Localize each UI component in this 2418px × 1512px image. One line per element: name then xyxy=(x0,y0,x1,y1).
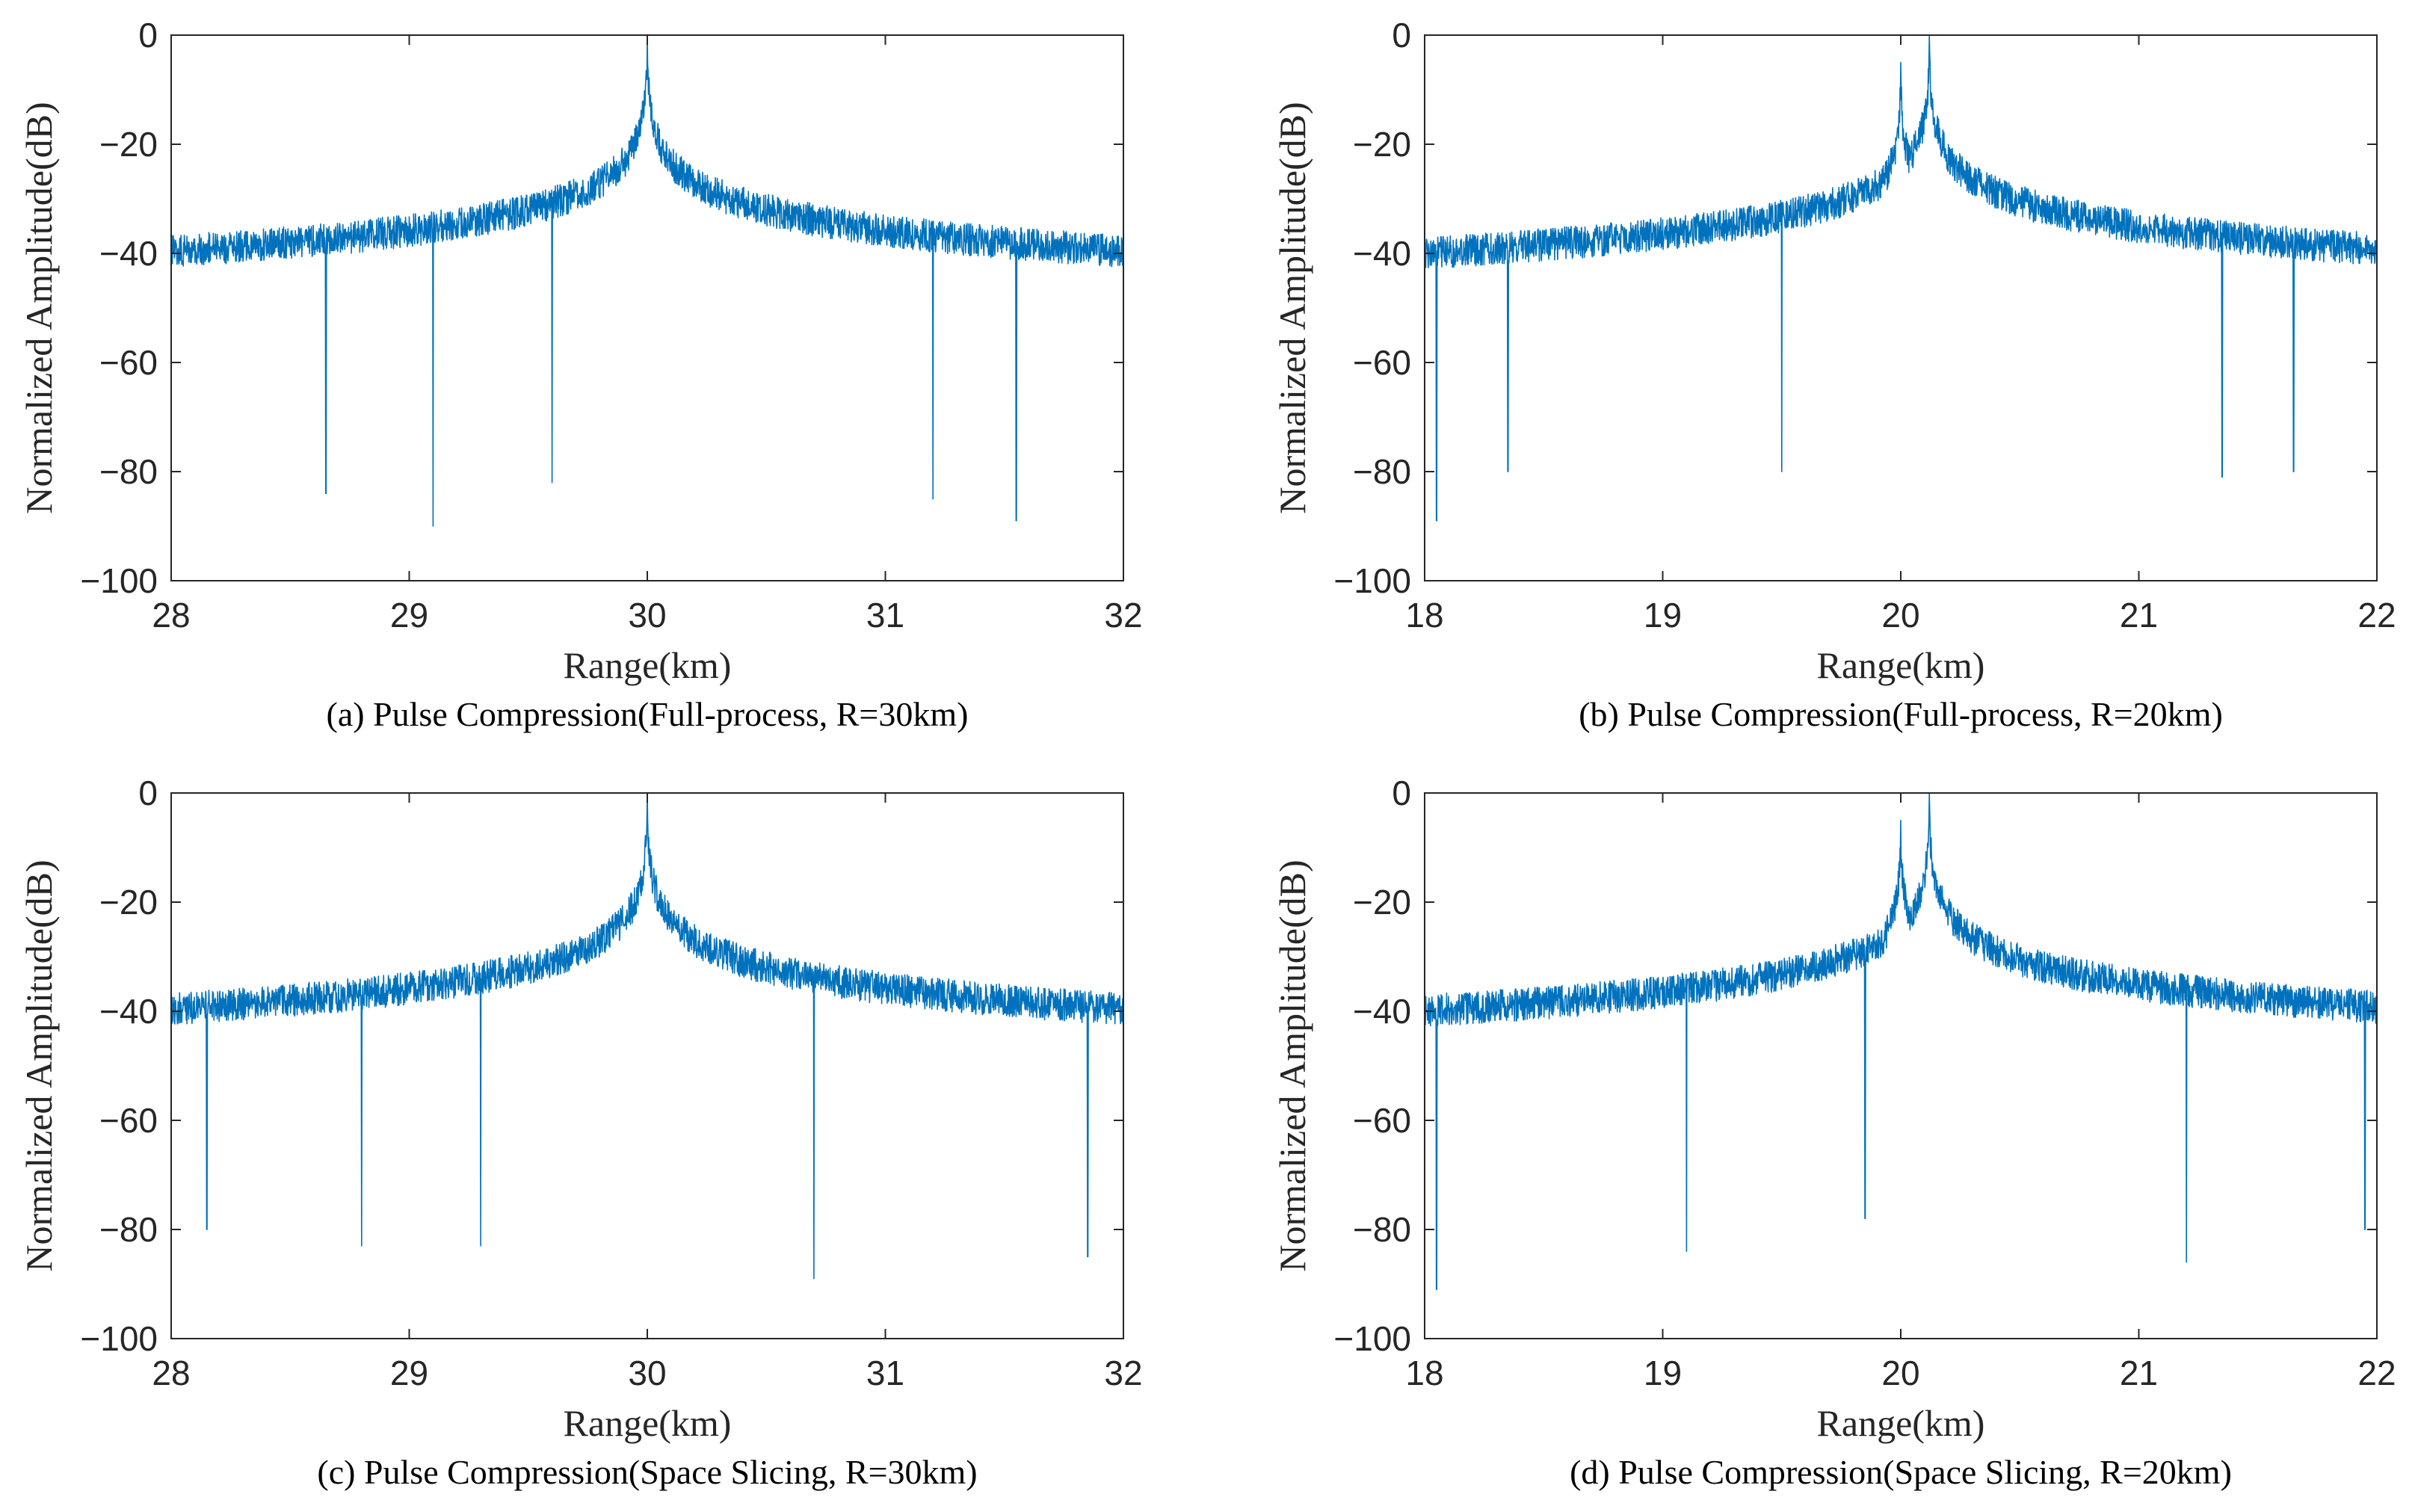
y-tick-label: −60 xyxy=(99,343,158,382)
y-tick-label: −100 xyxy=(1333,1319,1411,1358)
figure-caption: (b) Pulse Compression(Full-process, R=20… xyxy=(1579,695,2223,733)
y-tick-label: −20 xyxy=(99,125,158,164)
y-tick-label: 0 xyxy=(138,16,158,55)
x-tick-label: 31 xyxy=(866,596,904,635)
x-tick-label: 20 xyxy=(1881,596,1919,635)
x-tick-label: 32 xyxy=(1104,1354,1142,1392)
x-tick-label: 29 xyxy=(390,1354,428,1392)
figure-caption: (c) Pulse Compression(Space Slicing, R=3… xyxy=(317,1453,977,1491)
x-tick-label: 30 xyxy=(628,596,666,635)
plot-area xyxy=(171,793,1123,1339)
x-tick-label: 30 xyxy=(628,1354,666,1392)
chart-panel-d: 18 19 20 21 22 0 −20 −40 −60 −80 −100 Range(km) Norm… xyxy=(1271,774,2396,1491)
y-axis-label: Normalized Amplitude(dB) xyxy=(1271,860,1313,1271)
x-tick-label: 20 xyxy=(1881,1354,1919,1392)
x-tick-label: 19 xyxy=(1644,1354,1682,1392)
y-tick-label: −40 xyxy=(99,234,158,273)
y-axis-label: Normalized Amplitude(dB) xyxy=(1271,102,1313,513)
x-tick-label: 21 xyxy=(2120,1354,2158,1392)
y-tick-label: −80 xyxy=(1353,452,1411,491)
y-tick-label: 0 xyxy=(138,774,158,812)
chart-panel-c: 28 29 30 31 32 0 −20 −40 −60 −80 −100 Range(km) Norm… xyxy=(18,774,1143,1491)
y-tick-label: −20 xyxy=(1353,125,1411,164)
x-tick-label: 28 xyxy=(152,1354,190,1392)
y-tick-label: −100 xyxy=(80,561,158,600)
y-tick-label: −40 xyxy=(1353,992,1411,1031)
y-tick-label: −100 xyxy=(1333,561,1411,600)
x-axis-label: Range(km) xyxy=(564,644,732,686)
plot-area xyxy=(1425,35,2377,581)
x-axis-label: Range(km) xyxy=(1817,644,1985,686)
x-tick-label: 22 xyxy=(2357,596,2396,635)
y-axis-label: Normalized Amplitude(dB) xyxy=(18,102,60,513)
chart-panel-a: 28 29 30 31 32 0 −20 −40 −60 −80 −100 Range(km) Norm… xyxy=(18,16,1143,733)
x-tick-label: 18 xyxy=(1405,596,1443,635)
y-tick-label: −80 xyxy=(1353,1210,1411,1249)
y-tick-label: −40 xyxy=(1353,234,1411,273)
y-tick-label: 0 xyxy=(1392,774,1411,812)
x-tick-label: 22 xyxy=(2357,1354,2396,1392)
x-axis-label: Range(km) xyxy=(1817,1402,1985,1444)
y-tick-label: −80 xyxy=(99,1210,158,1249)
y-tick-label: −60 xyxy=(99,1101,158,1140)
x-tick-label: 31 xyxy=(866,1354,904,1392)
y-tick-label: 0 xyxy=(1392,16,1411,55)
figure-caption: (a) Pulse Compression(Full-process, R=30… xyxy=(327,695,969,733)
x-tick-label: 21 xyxy=(2120,596,2158,635)
plot-area xyxy=(1425,793,2377,1339)
y-tick-label: −40 xyxy=(99,992,158,1031)
chart-panel-b: 18 19 20 21 22 0 −20 −40 −60 −80 −100 Range(km) Norm… xyxy=(1271,16,2396,733)
y-tick-label: −20 xyxy=(99,883,158,922)
x-tick-label: 32 xyxy=(1104,596,1142,635)
x-tick-label: 28 xyxy=(152,596,190,635)
y-tick-label: −100 xyxy=(80,1319,158,1358)
y-tick-label: −20 xyxy=(1353,883,1411,922)
series-line xyxy=(1424,34,2378,522)
x-tick-label: 18 xyxy=(1405,1354,1443,1392)
x-tick-label: 29 xyxy=(390,596,428,635)
y-axis-label: Normalized Amplitude(dB) xyxy=(18,860,60,1271)
y-tick-label: −80 xyxy=(99,452,158,491)
x-tick-label: 19 xyxy=(1644,596,1682,635)
x-axis-label: Range(km) xyxy=(564,1402,732,1444)
y-tick-label: −60 xyxy=(1353,343,1411,382)
plot-area xyxy=(171,35,1123,581)
y-tick-label: −60 xyxy=(1353,1101,1411,1140)
series-line xyxy=(1424,792,2378,1291)
figure-caption: (d) Pulse Compression(Space Slicing, R=2… xyxy=(1570,1453,2232,1491)
